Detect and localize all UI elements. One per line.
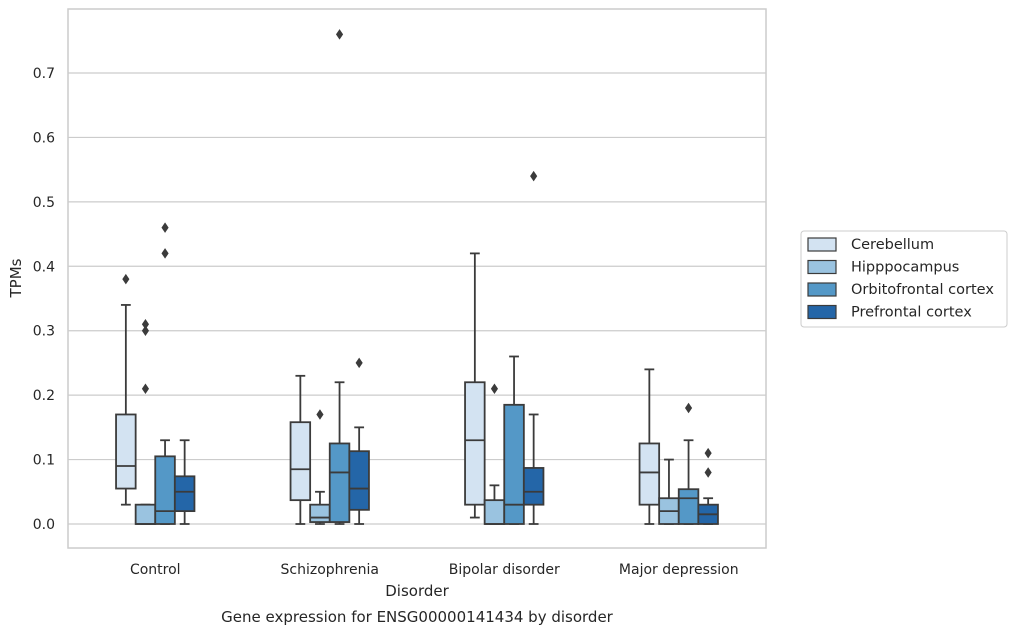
legend-label: Prefrontal cortex [851,305,972,321]
outlier-marker [335,29,344,40]
plot-area: 0.0 0.1 0.2 0.3 0.4 0.5 0.6 0.7 Control Schizophr… [33,8,767,578]
box-body [289,421,312,502]
y-tick-label: 0.3 [33,324,55,340]
box-body [134,503,157,525]
legend-label: Cerebellum [851,237,934,253]
box-body [677,488,700,525]
outlier-marker [704,467,712,478]
box-prefrontal-cortex [522,170,545,525]
outlier-marker [704,447,712,459]
box-body [522,467,545,506]
box-body [348,450,370,511]
legend-frame [800,230,1008,328]
outlier-marker [316,409,324,420]
box-cerebellum [464,252,486,519]
box-body [464,381,486,506]
outlier-marker [355,357,363,369]
legend-swatch [807,304,837,320]
y-axis-title: TPMs [7,258,25,298]
box-body [115,413,137,490]
legend-label: Orbitofrontal cortex [851,282,994,298]
x-tick-label: Control [130,562,181,578]
box-prefrontal-cortex [697,447,719,525]
box-cerebellum [115,273,137,506]
y-tick-label: 0.5 [33,195,55,211]
outlier-marker [530,170,538,182]
box-orbitofrontal-cortex [503,355,525,525]
box-hipppocampus [483,383,506,525]
box-prefrontal-cortex [348,357,370,525]
outlier-marker [122,273,130,285]
legend-swatch [807,237,837,252]
box-body [638,442,661,506]
outlier-marker [141,325,150,336]
box-hipppocampus [658,458,680,525]
x-tick-label: Schizophrenia [281,562,379,578]
y-tick-label: 0.2 [33,388,55,404]
x-tick-label: Major depression [619,562,739,578]
box-prefrontal-cortex [173,439,196,525]
legend-label: Hipppocampus [851,260,959,276]
y-tick-label: 0.4 [33,259,55,275]
y-tick-label: 0.7 [33,66,55,82]
box-cerebellum [289,374,312,525]
legend: Cerebellum Hipppocampus Orbitofrontal cort… [800,230,1008,328]
box-body [503,403,525,525]
box-cerebellum [638,368,661,525]
chart-caption: Gene expression for ENSG00000141434 by d… [221,608,614,626]
box-body [483,499,506,525]
outlier-marker [684,402,693,414]
x-tick-label: Bipolar disorder [449,562,560,578]
legend-swatch [807,259,837,275]
box-orbitofrontal-cortex [328,29,351,525]
box-body [328,442,351,523]
y-tick-label: 0.0 [33,517,55,533]
outlier-marker [490,383,499,394]
outlier-marker [161,222,169,233]
x-axis-title: Disorder [385,582,449,600]
y-tick-label: 0.1 [33,453,55,469]
outlier-marker [161,248,169,259]
y-tick-label: 0.6 [33,130,55,146]
box-body [309,503,331,523]
outlier-marker [141,319,150,330]
box-body [173,475,196,513]
box-orbitofrontal-cortex [677,402,700,525]
legend-swatch [807,282,837,297]
box-orbitofrontal-cortex [154,222,176,525]
outlier-marker [141,383,150,394]
box-body [154,455,176,525]
